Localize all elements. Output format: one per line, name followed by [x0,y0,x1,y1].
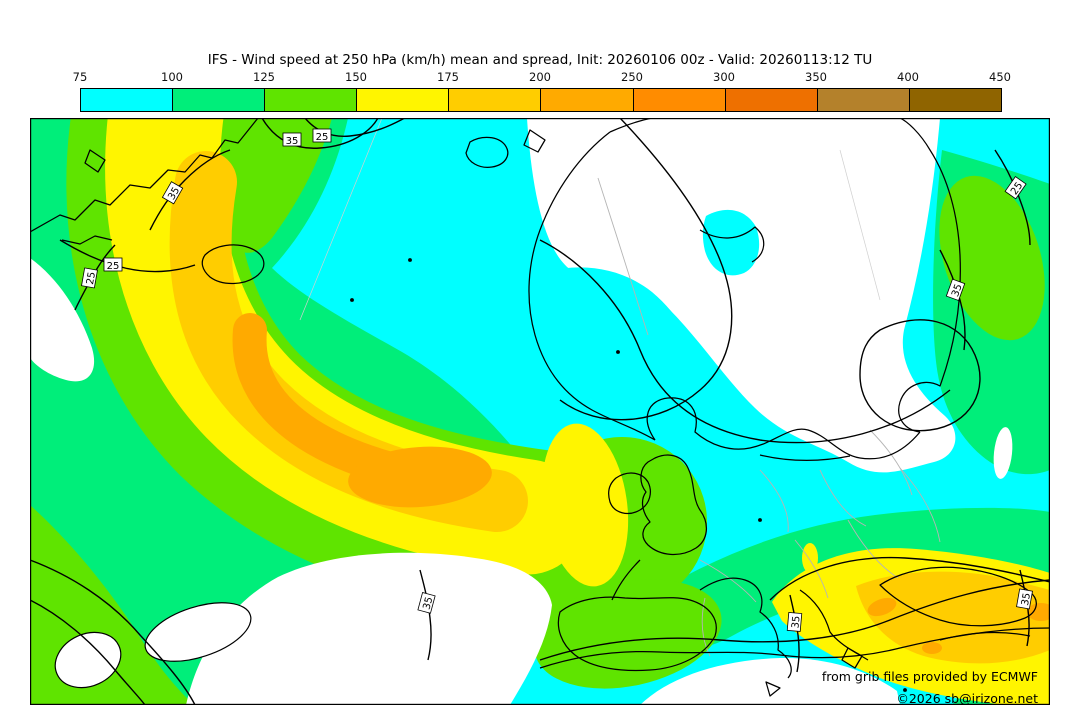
colorbar-cells [80,88,1002,112]
colorbar-cell [449,89,542,111]
colorbar-cell [909,89,1001,111]
attribution-line1: from grib files provided by ECMWF [822,669,1038,684]
colorbar-tick-labels: 75 100 125 150 175 200 250 300 350 400 450 [73,70,1011,86]
svg-text:35: 35 [1020,592,1033,606]
colorbar-cell [541,89,634,111]
colorbar-tick-label: 350 [805,70,827,84]
chart-title: IFS - Wind speed at 250 hPa (km/h) mean … [207,52,873,68]
spread-contours [29,117,1051,706]
colorbar-tick-label: 75 [72,70,88,84]
svg-text:35: 35 [950,283,965,299]
country-borders [597,177,941,657]
colorbar-tick-label: 450 [989,70,1011,84]
svg-text:35: 35 [421,596,435,611]
contour-value-label: 35 [945,278,966,302]
svg-text:35: 35 [286,136,299,147]
band-75-patches [545,209,760,432]
colorbar: 75 100 125 150 175 200 250 300 350 400 450 [73,70,1011,112]
contour-value-label: 35 [1016,588,1033,610]
colorbar-tick-label: 150 [345,70,367,84]
coastlines [29,117,1051,697]
svg-text:25: 25 [107,261,120,272]
band-200-group [232,313,1055,654]
contour-value-label: 35 [786,611,803,632]
graticule-lines [299,117,881,321]
colorbar-tick-label: 400 [897,70,919,84]
colorbar-cell [357,89,450,111]
colorbar-tick-label: 200 [529,70,551,84]
contour-value-label: 35 [417,592,436,614]
contour-value-label: 25 [81,267,98,289]
colorbar-cell [173,89,266,111]
colorbar-tick-label: 175 [437,70,459,84]
colorbar-cell [265,89,358,111]
map-panel: 35 25 35 25 25 25 35 35 35 35 from grib files pro… [29,15,1055,706]
colorbar-tick-label: 300 [713,70,735,84]
colorbar-cell [633,89,726,111]
colorbar-cell [725,89,818,111]
contour-value-label: 25 [103,257,123,272]
colorbar-cell [81,89,174,111]
svg-text:35: 35 [790,615,802,629]
contour-value-label: 35 [282,132,302,147]
colorbar-tick-label: 250 [621,70,643,84]
svg-text:25: 25 [85,271,98,285]
colorbar-tick-label: 100 [161,70,183,84]
colorbar-cell [817,89,910,111]
map-border [30,117,1050,705]
contour-value-label: 25 [312,128,332,143]
svg-text:25: 25 [316,132,329,143]
colorbar-tick-label: 125 [253,70,275,84]
band-below-75-group [30,118,1013,705]
attribution-line2: ©2026 sb@irizone.net [896,691,1038,705]
